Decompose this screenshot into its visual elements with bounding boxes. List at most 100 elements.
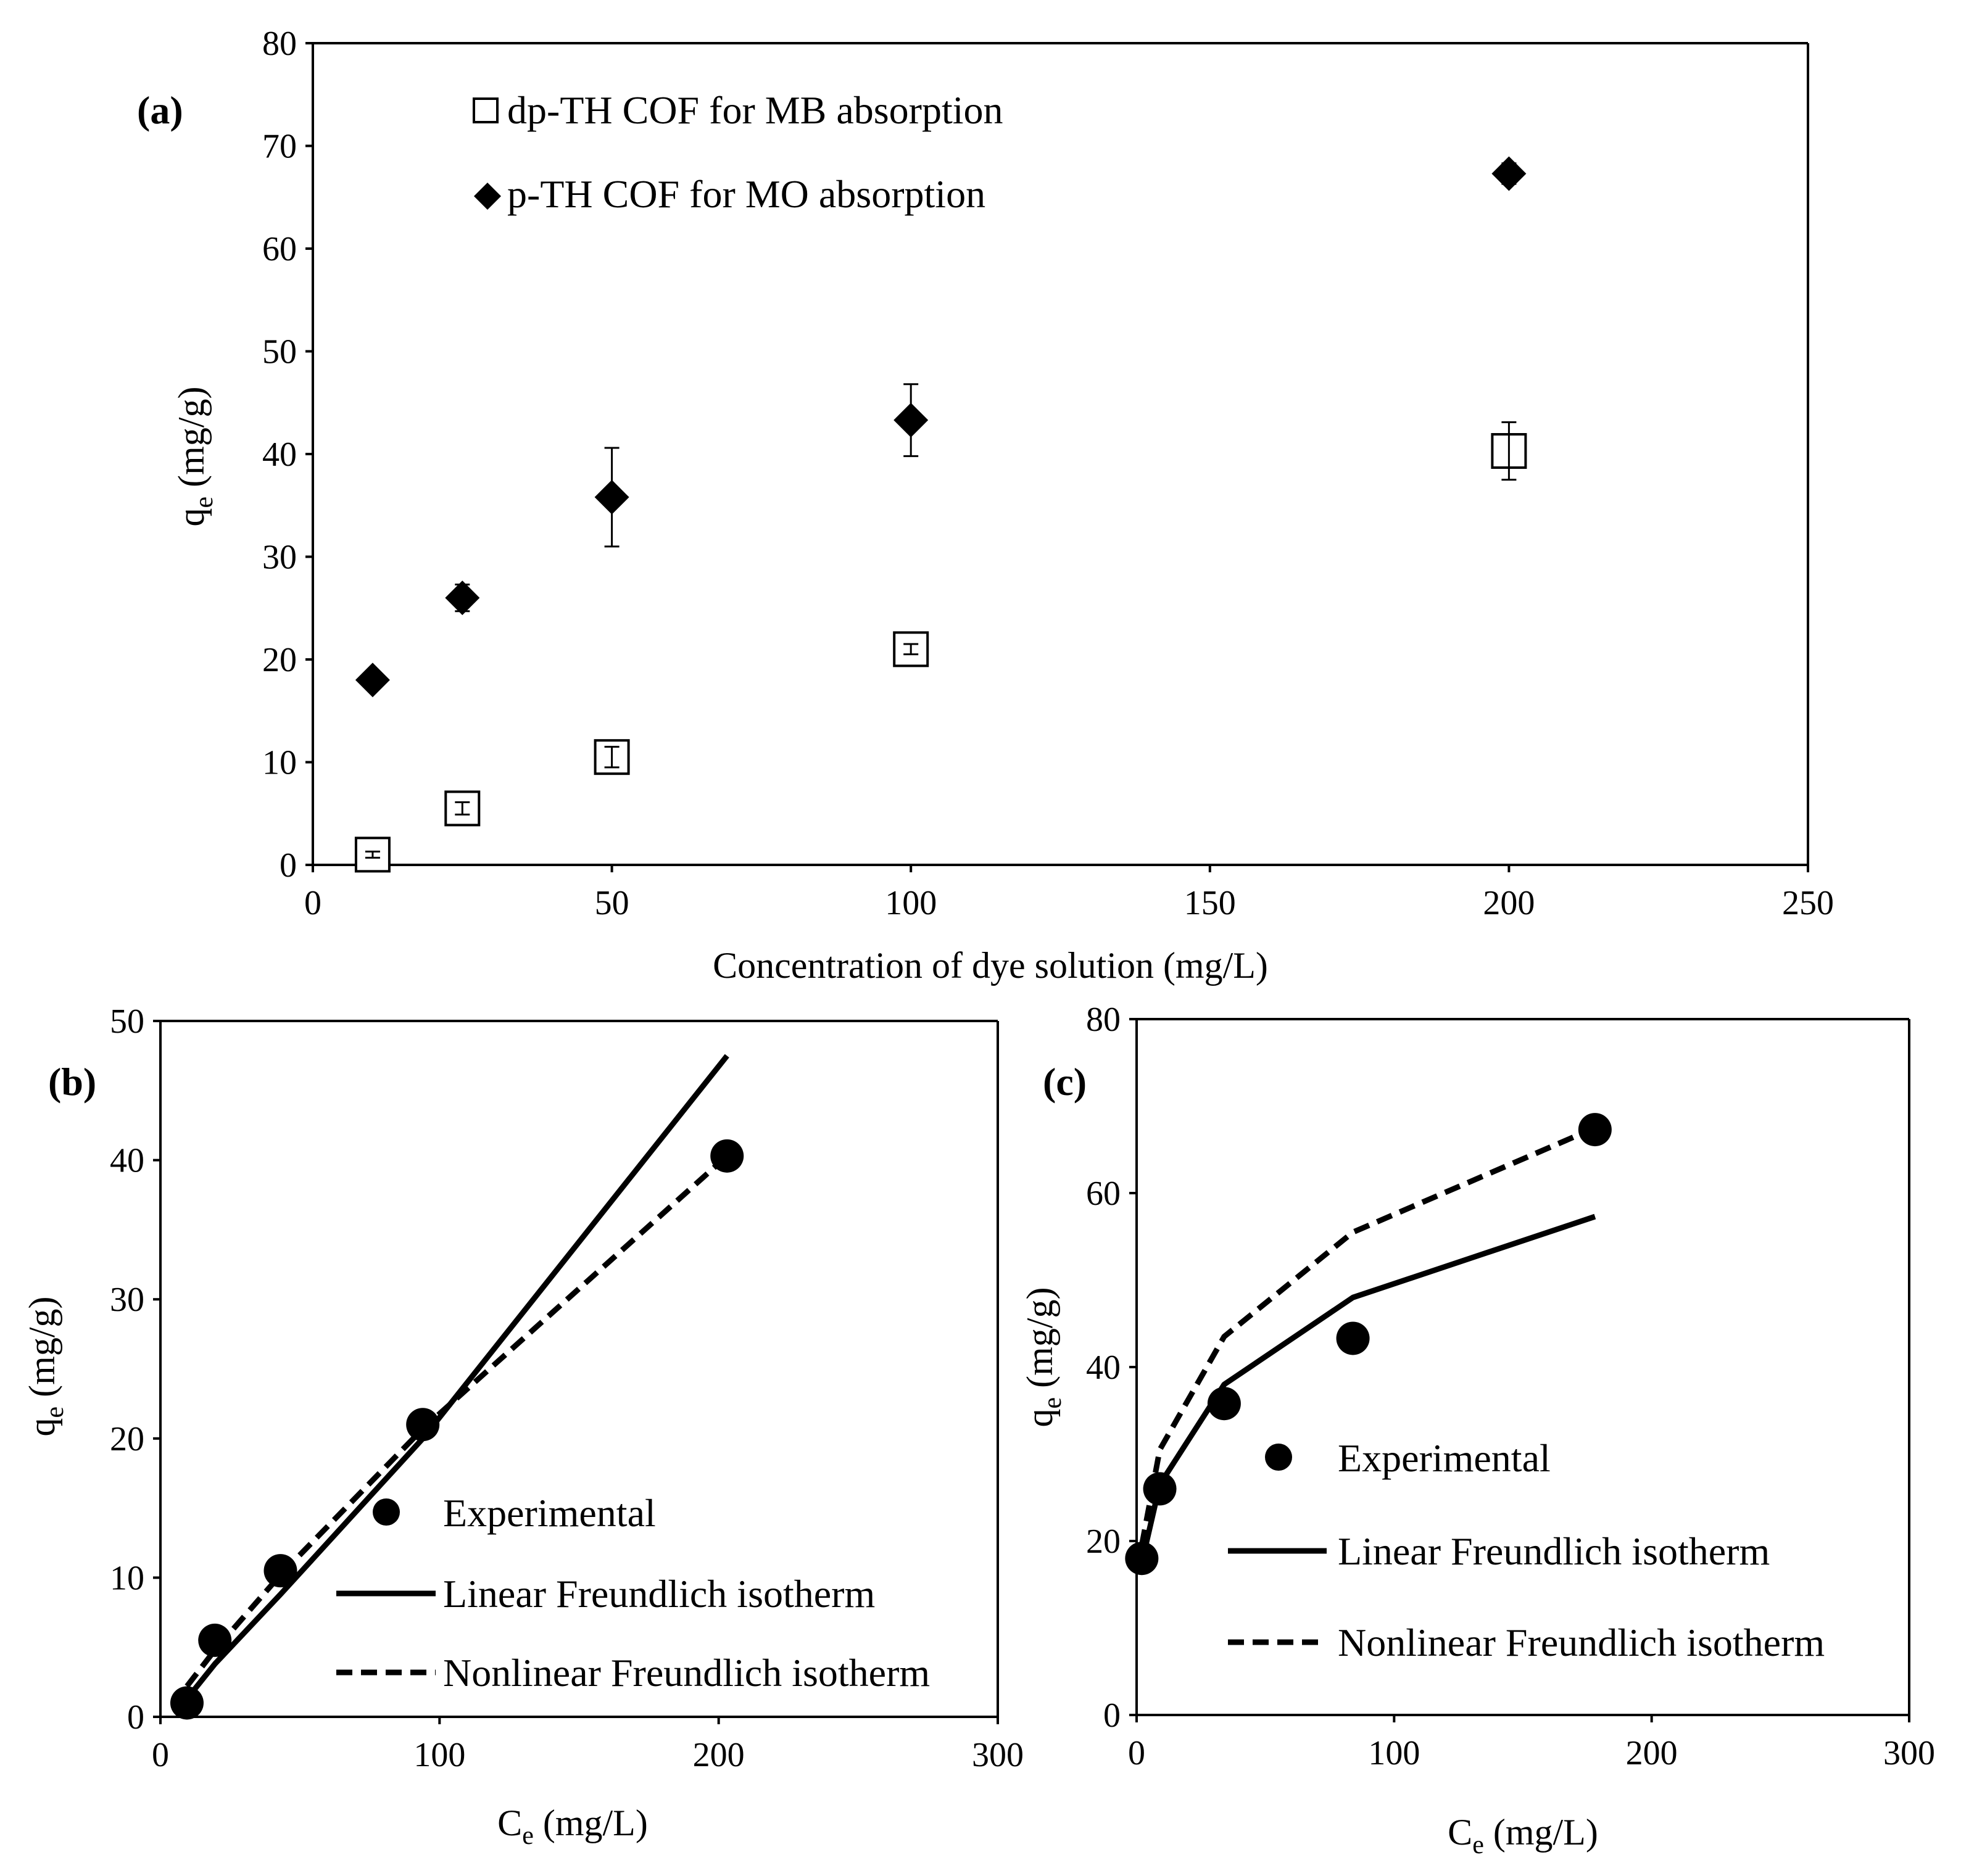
x-tick-label: 100 (885, 884, 937, 922)
experimental-point (1125, 1542, 1159, 1576)
panel-b-marks (170, 1054, 744, 1720)
panel-b-legend-experimental-label: Experimental (443, 1491, 656, 1535)
experimental-point (1336, 1321, 1370, 1355)
y-tick-label: 40 (1086, 1349, 1121, 1387)
legend-circle-marker (373, 1498, 400, 1526)
y-tick-label: 10 (262, 744, 297, 782)
experimental-point (263, 1554, 297, 1588)
y-tick-label: 60 (1086, 1175, 1121, 1213)
panel-c-x-axis-title: Ce (mg/L) (1448, 1812, 1598, 1859)
panel-c-y-ticks: 0 20 40 60 80 (1086, 1001, 1137, 1735)
legend-square-open-marker (473, 97, 499, 123)
panel-c-x-ticks: 0 100 200 300 (1128, 1715, 1935, 1772)
panel-b-x-title-main: C (497, 1803, 522, 1843)
linear-freundlich-line (1138, 1213, 1596, 1564)
panel-c-marks (1125, 1113, 1612, 1576)
panel-c-label: (c) (1043, 1060, 1087, 1104)
panel-a: (a) 0 50 100 150 200 250 0 10 20 30 40 50 60 70 80 Co… (137, 25, 1834, 986)
panel-b-x-ticks: 0 100 200 300 (152, 1717, 1024, 1774)
x-tick-label: 50 (595, 884, 629, 922)
panel-a-x-ticks: 0 50 100 150 200 250 (304, 865, 1834, 922)
panel-b: (b) 0 100 200 300 0 10 20 30 40 50 Ce (mg/L) qe … (22, 1002, 1024, 1850)
panel-c-y-title-rest: (mg/g) (1019, 1287, 1060, 1397)
panel-b-y-title-sub: e (41, 1407, 69, 1418)
y-tick-label: 30 (262, 539, 297, 577)
experimental-point (406, 1408, 440, 1442)
legend-diamond-marker (474, 183, 501, 210)
panel-a-y-title-main: q (171, 508, 212, 526)
panel-b-x-title-sub: e (522, 1822, 534, 1850)
panel-c-legend-nonlinear-label: Nonlinear Freundlich isotherm (1338, 1621, 1825, 1664)
legend-circle-marker (1265, 1444, 1292, 1471)
experimental-point (710, 1139, 744, 1173)
x-tick-label: 150 (1184, 884, 1236, 922)
mo-diamond-marker (445, 581, 480, 616)
panel-c-y-title-sub: e (1039, 1397, 1067, 1409)
nonlinear-freundlich-line (184, 1154, 729, 1688)
y-tick-label: 20 (110, 1420, 144, 1458)
y-tick-label: 20 (1086, 1523, 1121, 1561)
panel-c-legend-experimental-label: Experimental (1338, 1436, 1551, 1480)
y-tick-label: 10 (110, 1559, 144, 1597)
x-tick-label: 0 (152, 1736, 169, 1774)
y-tick-label: 70 (262, 128, 297, 166)
x-tick-label: 0 (1128, 1734, 1145, 1772)
panel-c-y-axis-title: qe (mg/g) (1019, 1287, 1067, 1428)
y-tick-label: 80 (262, 25, 297, 63)
mo-diamond-marker (355, 663, 390, 698)
y-tick-label: 30 (110, 1281, 144, 1319)
mo-diamond-marker (1491, 156, 1527, 191)
panel-c-legend-linear-label: Linear Freundlich isotherm (1338, 1529, 1770, 1573)
panel-a-y-axis-title: qe (mg/g) (171, 387, 218, 527)
panel-a-y-title-sub: e (190, 497, 218, 508)
x-tick-label: 200 (693, 1736, 745, 1774)
panel-c-y-title-main: q (1019, 1408, 1060, 1427)
y-tick-label: 40 (110, 1142, 144, 1180)
x-tick-label: 300 (1883, 1734, 1935, 1772)
panel-a-label: (a) (137, 88, 183, 132)
panel-b-y-title-rest: (mg/g) (22, 1297, 62, 1407)
panel-a-y-ticks: 0 10 20 30 40 50 60 70 80 (262, 25, 313, 885)
panel-b-legend-nonlinear-label: Nonlinear Freundlich isotherm (443, 1651, 930, 1695)
x-tick-label: 100 (1368, 1734, 1420, 1772)
panel-b-legend: Experimental Linear Freundlich isotherm … (336, 1491, 930, 1695)
y-tick-label: 60 (262, 230, 297, 268)
panel-b-x-title-rest: (mg/L) (534, 1803, 648, 1843)
x-tick-label: 100 (413, 1736, 465, 1774)
x-tick-label: 250 (1782, 884, 1834, 922)
experimental-point (1207, 1387, 1241, 1421)
panel-c-x-title-sub: e (1472, 1831, 1484, 1859)
x-tick-label: 200 (1626, 1734, 1678, 1772)
linear-freundlich-line (184, 1054, 729, 1701)
panel-a-legend: dp-TH COF for MB absorption p-TH COF for… (473, 88, 1003, 216)
panel-a-legend-series-2-label: p-TH COF for MO absorption (507, 172, 985, 216)
panel-a-x-axis-title: Concentration of dye solution (mg/L) (713, 945, 1268, 986)
panel-a-marks (354, 156, 1527, 873)
experimental-point (1143, 1472, 1177, 1506)
mo-diamond-marker (893, 403, 929, 438)
experimental-point (1578, 1113, 1612, 1147)
mo-diamond-marker (594, 479, 629, 514)
panel-b-legend-linear-label: Linear Freundlich isotherm (443, 1572, 875, 1616)
panel-b-x-axis-title: Ce (mg/L) (497, 1803, 648, 1850)
panel-c-legend: Experimental Linear Freundlich isotherm … (1228, 1436, 1825, 1664)
y-tick-label: 0 (280, 846, 297, 885)
y-tick-label: 0 (1103, 1696, 1121, 1735)
panel-b-y-axis-title: qe (mg/g) (22, 1297, 69, 1437)
x-tick-label: 200 (1483, 884, 1535, 922)
x-tick-label: 300 (972, 1736, 1024, 1774)
panel-b-label: (b) (48, 1060, 96, 1104)
y-tick-label: 50 (262, 333, 297, 371)
y-tick-label: 20 (262, 641, 297, 679)
experimental-point (170, 1686, 204, 1720)
panel-c-x-title-rest: (mg/L) (1484, 1812, 1598, 1853)
panel-a-y-title-rest: (mg/g) (171, 387, 212, 497)
experimental-point (198, 1623, 232, 1657)
y-tick-label: 80 (1086, 1001, 1121, 1039)
y-tick-label: 40 (262, 436, 297, 474)
x-tick-label: 0 (304, 884, 321, 922)
y-tick-label: 50 (110, 1002, 144, 1041)
